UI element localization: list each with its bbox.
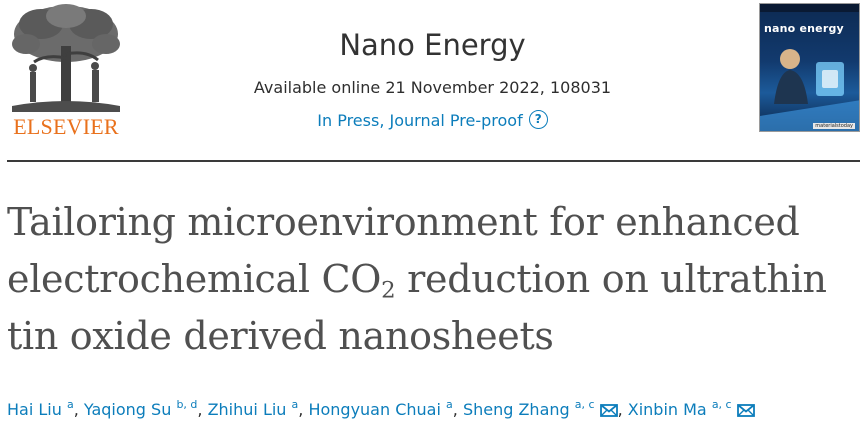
author-link[interactable]: Hai Liu a bbox=[7, 398, 74, 419]
title-subscript: 2 bbox=[381, 277, 396, 304]
author-name: Xinbin Ma bbox=[627, 400, 707, 419]
title-line-2b: reduction on ultrathin bbox=[395, 257, 827, 301]
author-name: Zhihui Liu bbox=[207, 400, 287, 419]
journal-title-link[interactable]: Nano Energy bbox=[339, 28, 526, 62]
author-list: Hai Liu a, Yaqiong Su b, d, Zhihui Liu a… bbox=[7, 398, 755, 419]
envelope-icon[interactable] bbox=[599, 404, 618, 417]
cover-title-text: nano energy bbox=[764, 22, 844, 35]
author-link[interactable]: Xinbin Ma a, c bbox=[627, 398, 755, 419]
author-name: Hongyuan Chuai bbox=[308, 400, 441, 419]
elsevier-logo[interactable]: ELSEVIER bbox=[6, 2, 126, 139]
author-link[interactable]: Yaqiong Su b, d bbox=[83, 398, 198, 419]
title-line-1: Tailoring microenvironment for enhanced bbox=[7, 200, 800, 244]
author-affiliation: a bbox=[291, 398, 299, 411]
author-link[interactable]: Sheng Zhang a, c bbox=[462, 398, 618, 419]
envelope-icon[interactable] bbox=[736, 404, 755, 417]
author-link[interactable]: Zhihui Liu a bbox=[207, 398, 299, 419]
author-name: Sheng Zhang bbox=[462, 400, 570, 419]
elsevier-wordmark: ELSEVIER bbox=[13, 114, 119, 139]
author-affiliation: a bbox=[66, 398, 74, 411]
help-question-icon[interactable]: ? bbox=[528, 110, 548, 129]
author-affiliation: a, c bbox=[711, 398, 732, 411]
status-line: In Press, Journal Pre-proof? bbox=[0, 110, 865, 131]
title-line-2a: electrochemical CO bbox=[7, 257, 382, 301]
author-affiliation: a bbox=[446, 398, 453, 411]
author-affiliation: b, d bbox=[176, 398, 198, 411]
title-line-3: tin oxide derived nanosheets bbox=[7, 314, 554, 358]
cover-top-strip bbox=[760, 4, 859, 12]
available-online-date: Available online 21 November 2022, 10803… bbox=[253, 78, 612, 97]
author-affiliation: a, c bbox=[574, 398, 595, 411]
author-link[interactable]: Hongyuan Chuai a bbox=[308, 398, 453, 419]
journal-cover-image[interactable]: nano energy materialstoday bbox=[759, 3, 860, 132]
author-name: Hai Liu bbox=[7, 400, 62, 419]
cover-artwork-icon bbox=[760, 49, 859, 131]
header-divider bbox=[7, 160, 860, 162]
elsevier-tree-icon bbox=[12, 4, 120, 112]
author-name: Yaqiong Su bbox=[83, 400, 172, 419]
cover-footer-text: materialstoday bbox=[813, 123, 855, 129]
journal-status-link[interactable]: In Press, Journal Pre-proof bbox=[317, 111, 523, 130]
article-title: Tailoring microenvironment for enhanced e… bbox=[7, 194, 863, 365]
